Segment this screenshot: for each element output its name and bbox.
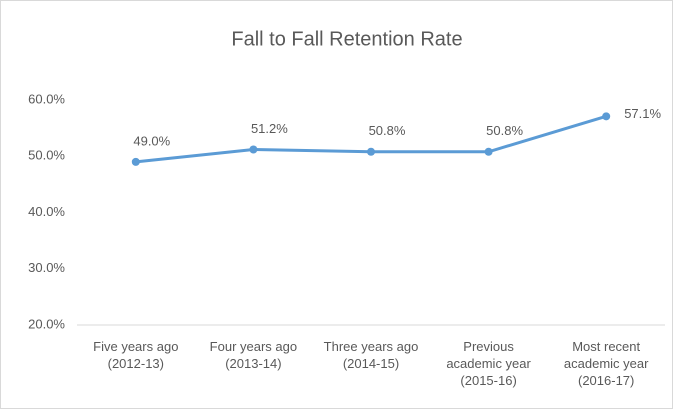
marker — [602, 112, 611, 121]
y-tick-label: 30.0% — [28, 260, 65, 275]
data-label: 51.2% — [251, 121, 288, 136]
y-tick-label: 50.0% — [28, 148, 65, 163]
y-tick-label: 60.0% — [28, 91, 65, 106]
marker — [367, 147, 375, 156]
marker — [249, 145, 258, 154]
data-label: 57.1% — [624, 106, 661, 121]
data-label: 49.0% — [133, 133, 170, 148]
x-tick-label: Four years ago (2013-14) — [209, 339, 298, 371]
x-tick-label: Three years ago (2014-15) — [323, 339, 419, 371]
x-tick-label: Five years ago (2012-13) — [93, 339, 179, 371]
marker — [131, 157, 140, 166]
marker — [484, 147, 493, 156]
y-tick-label: 20.0% — [28, 316, 65, 331]
x-tick-label: Most recent academic year (2016-17) — [563, 339, 649, 388]
chart-title: Fall to Fall Retention Rate — [231, 28, 462, 50]
data-label: 50.8% — [486, 123, 523, 138]
x-tick-label: Previous academic year (2015-16) — [446, 339, 531, 388]
data-label: 50.8% — [369, 123, 406, 138]
y-tick-label: 40.0% — [28, 204, 65, 219]
